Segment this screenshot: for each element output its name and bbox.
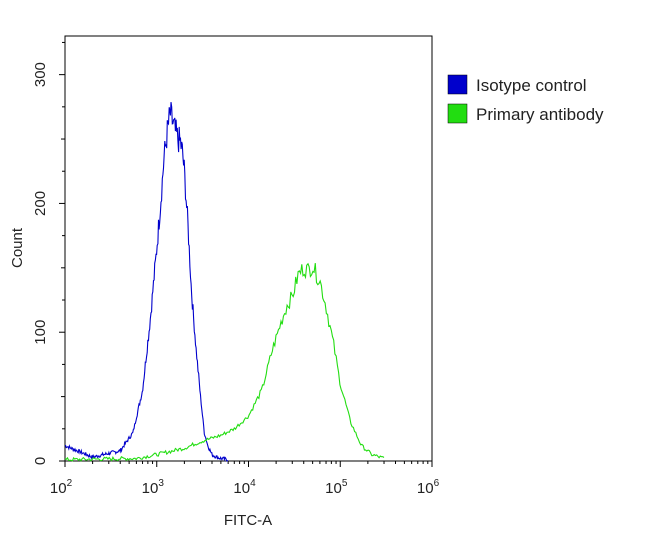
y-tick-label: 0 <box>32 457 49 465</box>
legend-swatch-isotype-control <box>447 74 468 95</box>
series-line-isotype-control <box>65 102 229 462</box>
x-tick-label: 105 <box>325 478 348 497</box>
series-layer <box>64 102 385 462</box>
y-axis-ticks: 0 100 200 300 <box>32 41 65 465</box>
x-tick-label: 106 <box>417 478 440 497</box>
x-tick-label: 103 <box>142 478 165 497</box>
x-axis-ticks: 102 103 104 105 106 <box>50 461 440 497</box>
legend-label-primary-antibody: Primary antibody <box>476 105 604 124</box>
y-tick-label: 200 <box>32 191 49 216</box>
y-axis-title: Count <box>9 227 26 268</box>
legend: Isotype control Primary antibody <box>447 74 604 124</box>
legend-swatch-primary-antibody <box>447 103 468 124</box>
plot-frame <box>64 35 433 462</box>
y-tick-label: 300 <box>32 62 49 87</box>
x-tick-label: 104 <box>233 478 256 497</box>
x-axis-title: FITC-A <box>224 512 272 529</box>
legend-label-isotype-control: Isotype control <box>476 76 587 95</box>
y-tick-label: 100 <box>32 320 49 345</box>
series-line-primary-antibody <box>64 262 385 462</box>
x-tick-label: 102 <box>50 478 73 497</box>
